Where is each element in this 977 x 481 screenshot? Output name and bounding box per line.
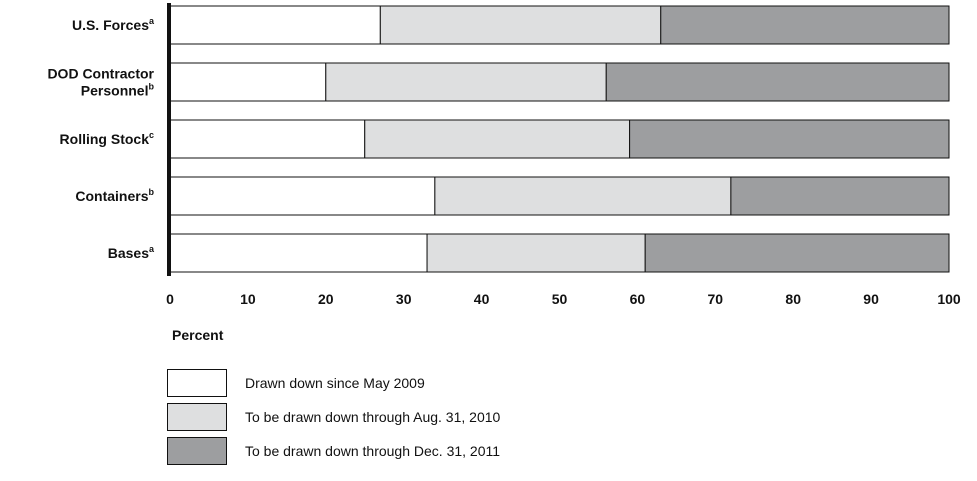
- legend-swatch: [167, 403, 227, 431]
- x-axis-title: Percent: [172, 327, 224, 343]
- category-label: Containersb: [75, 187, 154, 204]
- bar-segment: [379, 5, 662, 45]
- bar-segment: [169, 62, 327, 102]
- legend-label: To be drawn down through Aug. 31, 2010: [245, 409, 501, 425]
- x-tick-label: 0: [166, 291, 174, 307]
- x-tick-label: 80: [785, 291, 801, 307]
- x-tick-label: 90: [863, 291, 879, 307]
- bar-segment: [426, 233, 646, 273]
- x-tick-label: 20: [318, 291, 334, 307]
- bar-segment: [169, 233, 428, 273]
- x-tick-label: 40: [474, 291, 490, 307]
- bar-segment: [730, 176, 950, 216]
- x-tick-label: 100: [937, 291, 961, 307]
- x-tick-label: 10: [240, 291, 256, 307]
- legend-swatch: [167, 369, 227, 397]
- bar-segment: [629, 119, 950, 159]
- x-tick-label: 70: [708, 291, 724, 307]
- bar-segment: [660, 5, 950, 45]
- x-tick-label: 30: [396, 291, 412, 307]
- bar-segment: [169, 5, 381, 45]
- category-label: DOD Contractor: [47, 66, 154, 82]
- bar-segment: [169, 119, 366, 159]
- x-tick-label: 50: [552, 291, 568, 307]
- legend-label: To be drawn down through Dec. 31, 2011: [245, 443, 501, 459]
- category-label: Rolling Stockc: [60, 130, 154, 147]
- x-tick-label: 60: [630, 291, 646, 307]
- bar-segment: [605, 62, 950, 102]
- bar-segment: [325, 62, 607, 102]
- bar-segment: [644, 233, 950, 273]
- category-label: Basesa: [108, 244, 155, 261]
- legend-swatch: [167, 437, 227, 465]
- category-label: Personnelb: [81, 82, 155, 99]
- category-label: U.S. Forcesa: [72, 16, 155, 33]
- legend-label: Drawn down since May 2009: [245, 375, 425, 391]
- bar-segment: [364, 119, 631, 159]
- bar-segment: [434, 176, 732, 216]
- bar-segment: [169, 176, 436, 216]
